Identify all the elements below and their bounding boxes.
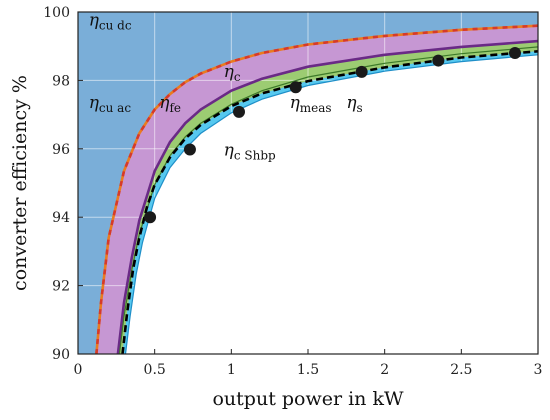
x-tick-label: 2: [380, 362, 389, 378]
measured-point: [289, 81, 302, 94]
x-tick-label: 3: [534, 362, 543, 378]
eta-s-curve: [124, 54, 538, 354]
y-tick-label: 94: [52, 210, 70, 226]
x-axis-label: output power in kW: [212, 388, 403, 410]
x-tick-label: 1: [227, 362, 236, 378]
white-region-under-curve: [125, 54, 538, 354]
y-tick-label: 92: [52, 279, 70, 295]
x-tick-label: 0.5: [144, 362, 166, 378]
eta-cu-ac-curve: [95, 24, 538, 354]
y-tick-label: 100: [43, 5, 70, 21]
x-tick-label: 1.5: [297, 362, 319, 378]
measured-point: [233, 105, 245, 118]
y-axis-ticks: 90 92 94 96 98 100: [43, 5, 83, 363]
eta-c-curve: [116, 39, 538, 354]
measured-point: [183, 143, 196, 156]
measured-point: [432, 54, 445, 67]
y-tick-label: 96: [52, 142, 70, 158]
measured-point: [144, 211, 157, 224]
y-axis-label: converter efficiency %: [9, 75, 31, 291]
y-tick-label: 98: [52, 73, 70, 89]
x-tick-label: 2.5: [450, 362, 472, 378]
measured-point: [355, 65, 368, 78]
measured-points: [144, 47, 521, 224]
x-tick-label: 0: [74, 362, 83, 378]
y-tick-label: 90: [52, 347, 70, 363]
measured-point: [509, 47, 521, 60]
x-axis-ticks: 0 0.5 1 1.5 2 2.5 3: [74, 349, 543, 378]
